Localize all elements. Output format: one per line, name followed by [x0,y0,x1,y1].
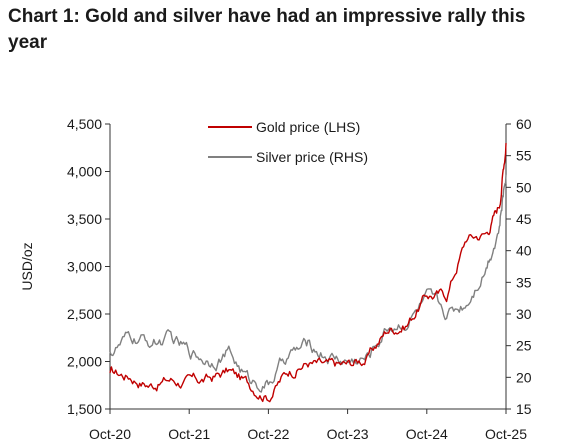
left-tick-label: 3,000 [67,259,102,275]
left-tick-label: 4,000 [67,164,102,180]
right-tick-label: 40 [516,243,532,259]
right-tick-label: 45 [516,211,532,227]
right-tick-label: 15 [516,401,532,417]
right-tick-label: 20 [516,369,532,385]
left-tick-label: 2,500 [67,306,102,322]
axes: 1,500 2,000 2,500 3,000 3,500 4,000 4,500 15 20 2… [19,116,532,442]
left-tick-label: 1,500 [67,401,102,417]
gold-price-line [109,142,507,403]
right-tick-label: 50 [516,179,532,195]
right-tick-label: 55 [516,148,532,164]
x-tick-label: Oct-22 [247,426,289,442]
left-tick-label: 4,500 [67,116,102,132]
x-tick-label: Oct-21 [168,426,210,442]
series-layer [109,142,507,403]
chart-title: Chart 1: Gold and silver have had an imp… [8,6,526,53]
right-tick-label: 35 [516,274,532,290]
right-tick-label: 60 [516,116,532,132]
y-axis-label: USD/oz [19,242,35,290]
right-tick-label: 25 [516,338,532,354]
right-tick-label: 30 [516,306,532,322]
x-tick-label: Oct-23 [327,426,369,442]
left-tick-label: 2,000 [67,354,102,370]
x-tick-label: Oct-25 [485,426,527,442]
legend-silver-label: Silver price (RHS) [256,149,368,165]
legend-gold-label: Gold price (LHS) [256,119,360,135]
legend: Gold price (LHS) Silver price (RHS) [208,119,368,165]
left-tick-label: 3,500 [67,211,102,227]
x-tick-label: Oct-20 [89,426,131,442]
silver-price-line [109,174,507,393]
x-tick-label: Oct-24 [406,426,448,442]
